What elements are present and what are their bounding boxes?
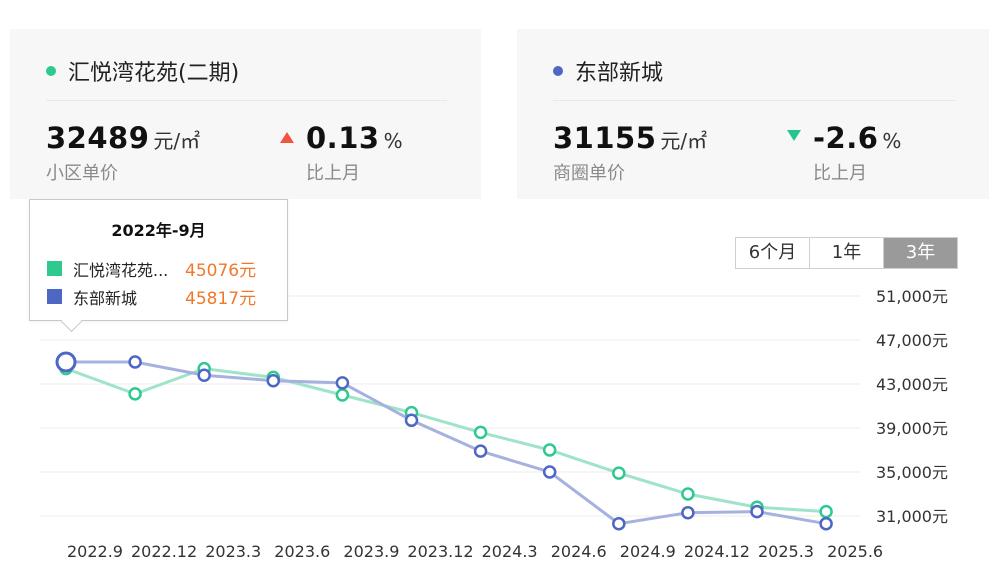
data-point: [542, 443, 557, 457]
community-price: 32489 元/㎡ 小区单价: [46, 121, 200, 185]
change-label: 比上月: [306, 163, 360, 184]
tooltip-row: 东部新城 45817元: [47, 284, 256, 309]
change-unit: %: [882, 129, 902, 153]
change-label: 比上月: [813, 163, 867, 184]
range-3-years-button[interactable]: 3年: [884, 238, 957, 268]
divider: [46, 100, 447, 101]
x-tick-label: 2022.9: [67, 542, 123, 561]
data-point: [542, 465, 557, 479]
price-value: 32489: [46, 121, 150, 155]
arrow-up-icon: [280, 132, 294, 143]
data-point: [612, 516, 626, 531]
tooltip-series-name: 汇悦湾花苑...: [73, 260, 169, 280]
data-point: [197, 368, 211, 382]
x-tick-label: 2023.3: [205, 542, 261, 561]
time-range-selector: 6个月 1年 3年: [735, 237, 958, 269]
x-tick-label: 2025.6: [827, 542, 883, 561]
data-point: [681, 505, 695, 520]
tooltip-row: 汇悦湾花苑... 45076元: [47, 256, 256, 281]
data-point: [128, 355, 142, 369]
community-change: 0.13% 比上月: [280, 121, 403, 185]
y-tick-label: 51,000元: [876, 287, 948, 306]
legend-swatch: [47, 289, 62, 304]
divider: [553, 100, 955, 101]
card-header: 东部新城: [553, 55, 663, 87]
price-unit: 元/㎡: [660, 129, 708, 153]
data-point: [404, 413, 419, 428]
district-price-card: 东部新城 31155 元/㎡ 商圈单价 -2.6% 比上月: [517, 29, 989, 199]
x-tick-label: 2022.12: [131, 542, 197, 561]
x-tick-label: 2024.12: [684, 542, 750, 561]
y-tick-label: 47,000元: [876, 331, 948, 350]
data-point: [266, 373, 281, 388]
data-point: [473, 425, 488, 440]
y-tick-label: 43,000元: [876, 375, 948, 394]
district-change: -2.6% 比上月: [787, 121, 901, 185]
x-tick-label: 2024.6: [551, 542, 607, 561]
price-unit: 元/㎡: [153, 129, 201, 153]
x-tick-label: 2024.3: [482, 542, 538, 561]
price-label: 商圈单价: [553, 163, 625, 184]
tooltip-series-name: 东部新城: [73, 288, 138, 308]
price-label: 小区单价: [46, 163, 118, 184]
chart-tooltip: 2022年-9月 汇悦湾花苑... 45076元 东部新城 45817元: [29, 199, 288, 333]
data-point: [681, 487, 695, 501]
data-point: [750, 504, 764, 519]
series-dot: [46, 66, 56, 76]
y-tick-label: 35,000元: [876, 463, 948, 482]
data-point: [819, 504, 833, 519]
y-tick-label: 39,000元: [876, 419, 948, 438]
data-point: [612, 466, 626, 480]
tooltip-series-value: 45817元: [185, 289, 257, 309]
x-tick-label: 2023.12: [407, 542, 473, 561]
arrow-down-icon: [787, 130, 801, 141]
data-point: [128, 387, 142, 401]
tooltip-series-value: 45076元: [185, 261, 257, 281]
community-price-card: 汇悦湾花苑(二期) 32489 元/㎡ 小区单价 0.13% 比上月: [10, 29, 481, 199]
x-tick-label: 2025.3: [758, 542, 814, 561]
data-point: [55, 351, 77, 373]
data-point: [335, 376, 350, 390]
change-unit: %: [383, 129, 403, 153]
series-line-1: [65, 367, 827, 514]
tooltip-title: 2022年-9月: [111, 221, 206, 240]
x-tick-label: 2024.9: [620, 542, 676, 561]
range-6-months-button[interactable]: 6个月: [736, 238, 810, 268]
change-value: -2.6: [813, 121, 879, 155]
district-price: 31155 元/㎡ 商圈单价: [553, 121, 707, 185]
card-header: 汇悦湾花苑(二期): [46, 55, 239, 87]
data-point: [335, 388, 350, 402]
data-point: [473, 444, 488, 458]
change-value: 0.13: [306, 121, 380, 155]
legend-swatch: [47, 261, 62, 276]
data-point: [819, 516, 833, 531]
community-name: 汇悦湾花苑(二期): [68, 61, 240, 86]
range-1-year-button[interactable]: 1年: [810, 238, 884, 268]
series-line-2: [66, 360, 827, 526]
district-name: 东部新城: [575, 61, 664, 86]
y-tick-label: 31,000元: [876, 507, 948, 526]
x-tick-label: 2023.6: [274, 542, 330, 561]
price-value: 31155: [553, 121, 657, 155]
series-dot: [553, 66, 563, 76]
x-tick-label: 2023.9: [343, 542, 399, 561]
